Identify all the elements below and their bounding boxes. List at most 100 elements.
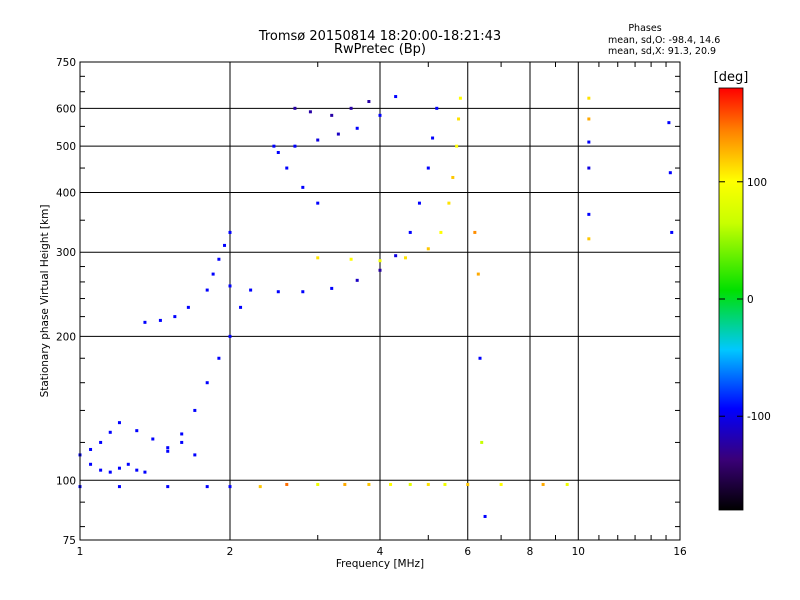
- data-point: [389, 482, 393, 486]
- data-point: [173, 315, 177, 319]
- data-point: [158, 318, 162, 322]
- data-point: [228, 485, 232, 489]
- chart-title: Tromsø 20150814 18:20:00-18:21:43: [258, 29, 501, 44]
- data-point: [108, 430, 112, 434]
- data-point: [166, 446, 170, 450]
- data-point: [193, 453, 197, 457]
- data-point: [223, 243, 227, 247]
- stats-o-line: mean, sd,O: -98.4, 14.6: [608, 35, 720, 46]
- stats-x-line: mean, sd,X: 91.3, 20.9: [608, 46, 716, 57]
- data-point: [349, 106, 353, 110]
- data-point: [435, 106, 439, 110]
- data-point: [330, 286, 334, 290]
- data-point: [239, 305, 243, 309]
- data-point: [355, 126, 359, 130]
- data-point: [394, 254, 398, 258]
- data-point: [349, 257, 353, 261]
- data-point: [336, 132, 340, 136]
- data-point: [293, 144, 297, 148]
- colorbar-tick-label: -100: [747, 411, 771, 423]
- data-point: [426, 247, 430, 251]
- y-tick-label: 400: [56, 187, 76, 199]
- data-point: [89, 447, 93, 451]
- data-point: [478, 356, 482, 360]
- data-point: [443, 482, 447, 486]
- data-point: [180, 440, 184, 444]
- chart-subtitle: RwPretec (Bp): [334, 42, 426, 57]
- data-point: [228, 230, 232, 234]
- data-point: [455, 144, 459, 148]
- data-point: [285, 166, 289, 170]
- data-point: [217, 257, 221, 261]
- plot-area-frame: [79, 61, 681, 541]
- y-axis-label: Stationary phase Virtual Height [km]: [39, 205, 51, 398]
- data-point: [394, 95, 398, 99]
- colorbar-label: [deg]: [714, 70, 749, 85]
- x-tick-label: 1: [77, 546, 84, 558]
- y-tick-label: 750: [56, 57, 76, 69]
- data-point: [99, 440, 103, 444]
- y-tick-label: 600: [56, 103, 76, 115]
- data-point: [117, 466, 121, 470]
- data-point: [143, 320, 147, 324]
- data-point: [143, 470, 147, 474]
- data-point: [378, 268, 382, 272]
- data-point: [205, 288, 209, 292]
- data-point: [285, 482, 289, 486]
- data-point: [355, 278, 359, 282]
- y-tick-label: 200: [56, 331, 76, 343]
- data-point: [587, 166, 591, 170]
- colorbar-tick-label: 100: [747, 177, 767, 189]
- data-point: [228, 334, 232, 338]
- data-point: [117, 421, 121, 425]
- data-point: [587, 117, 591, 121]
- data-point: [447, 201, 451, 205]
- data-point: [587, 237, 591, 241]
- data-point: [308, 110, 312, 114]
- data-point: [408, 230, 412, 234]
- x-axis-label: Frequency [MHz]: [336, 558, 424, 570]
- stats-heading: Phases: [628, 23, 661, 34]
- data-point: [458, 96, 462, 100]
- data-point: [117, 485, 121, 489]
- data-point: [541, 482, 545, 486]
- data-point: [301, 185, 305, 189]
- y-tick-label: 300: [56, 247, 76, 259]
- data-point: [316, 138, 320, 142]
- data-point: [217, 356, 221, 360]
- data-point: [473, 230, 477, 234]
- data-point: [205, 485, 209, 489]
- data-point: [480, 440, 484, 444]
- data-point: [135, 468, 139, 472]
- data-point: [378, 259, 382, 263]
- data-point: [211, 272, 215, 276]
- data-point: [483, 514, 487, 518]
- data-point: [186, 305, 190, 309]
- data-point: [343, 482, 347, 486]
- data-point: [276, 150, 280, 154]
- y-tick-label: 75: [63, 535, 76, 547]
- data-point: [431, 136, 435, 140]
- data-point: [126, 462, 130, 466]
- y-tick-label: 500: [56, 141, 76, 153]
- data-point: [316, 256, 320, 260]
- data-point: [99, 468, 103, 472]
- data-point: [166, 449, 170, 453]
- data-point: [276, 290, 280, 294]
- data-point: [565, 482, 569, 486]
- data-point: [426, 166, 430, 170]
- data-point: [166, 485, 170, 489]
- x-tick-label: 4: [377, 546, 384, 558]
- data-point: [249, 288, 253, 292]
- data-point: [151, 437, 155, 441]
- y-tick-label: 100: [56, 475, 76, 487]
- x-tick-label: 2: [227, 546, 234, 558]
- data-point: [587, 212, 591, 216]
- y-axis-ticks: 75 100 200 300 400 500 600 750: [56, 57, 680, 547]
- x-axis-ticks: 1 2 4 6 8 10 16: [77, 62, 687, 558]
- data-point: [258, 485, 262, 489]
- data-point: [417, 201, 421, 205]
- data-point: [378, 113, 382, 117]
- x-tick-label: 8: [527, 546, 534, 558]
